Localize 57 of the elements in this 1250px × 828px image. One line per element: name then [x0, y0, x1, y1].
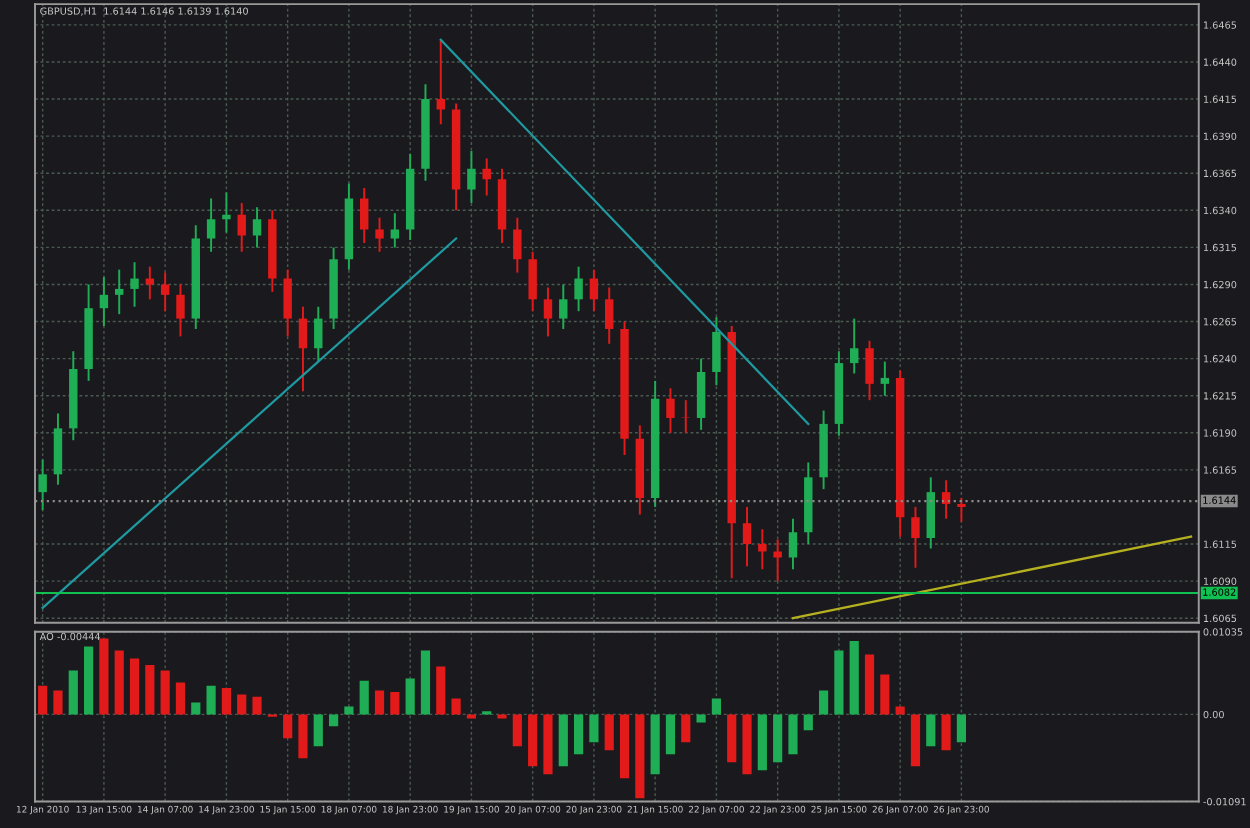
bar — [895, 706, 905, 715]
bar — [956, 714, 966, 743]
bar — [114, 650, 124, 715]
bar — [283, 714, 293, 739]
bar — [880, 674, 890, 715]
bar — [773, 714, 783, 763]
bar — [451, 698, 461, 715]
bar — [99, 638, 109, 715]
bar — [84, 646, 94, 715]
bar — [589, 714, 599, 743]
bar — [160, 670, 170, 715]
bar — [252, 696, 262, 715]
bar — [374, 690, 385, 715]
bar — [405, 678, 415, 715]
bar — [344, 706, 354, 715]
bar — [574, 714, 584, 755]
bar — [910, 714, 921, 767]
bar — [298, 714, 308, 759]
bar — [420, 650, 431, 715]
bar — [696, 714, 706, 723]
bar — [145, 664, 155, 715]
bar — [68, 670, 78, 715]
bar — [38, 685, 48, 715]
bar — [619, 714, 630, 779]
bar — [206, 685, 216, 715]
bar — [512, 714, 522, 747]
bar — [819, 690, 829, 715]
bar — [727, 714, 737, 763]
bar — [803, 714, 813, 731]
bar — [681, 714, 691, 743]
bar — [650, 714, 660, 775]
bar — [941, 714, 951, 751]
bar — [313, 714, 323, 747]
bar — [390, 692, 400, 715]
bar — [788, 714, 798, 755]
bar — [359, 680, 369, 715]
bar — [53, 690, 63, 715]
bar — [635, 714, 645, 799]
bar — [221, 688, 231, 715]
bar — [926, 714, 936, 747]
bar — [329, 714, 339, 727]
bar — [757, 714, 767, 771]
bar — [604, 714, 614, 751]
bar — [191, 702, 201, 715]
bar — [528, 714, 538, 767]
bar — [543, 714, 553, 775]
bar — [558, 714, 568, 767]
bar — [237, 694, 247, 715]
bar — [742, 714, 752, 775]
bar — [129, 658, 140, 715]
bar — [849, 640, 859, 715]
bar — [711, 698, 721, 715]
bar — [665, 714, 676, 755]
bar — [175, 682, 186, 715]
bar — [834, 650, 844, 715]
bar — [864, 654, 875, 715]
bar — [436, 666, 446, 715]
